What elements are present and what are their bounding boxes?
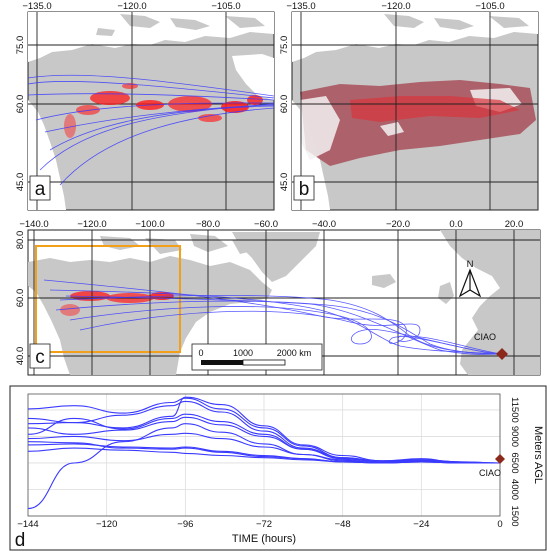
series-line-10	[27, 441, 500, 464]
panel-b-ocean	[292, 12, 538, 62]
north-arrow-icon: N	[458, 259, 482, 298]
panel-c-top-tick: −100.0	[135, 219, 164, 230]
panel-b-top-tick: −105.0	[475, 1, 504, 12]
panel-d-outer-frame	[9, 385, 547, 551]
panel-b-red-highlight	[350, 96, 520, 122]
y-tick-label: 4000	[509, 479, 520, 500]
scale-bar-white	[242, 359, 286, 366]
scale-bar-label: 0	[198, 348, 203, 358]
panel-a-ocean	[28, 12, 274, 62]
panel-a-label-box	[29, 175, 51, 201]
panel-c-label-box	[29, 343, 51, 369]
panel-c-left-ticks: 80.0 60.0 40.0	[15, 231, 26, 366]
panel-c-label: c	[35, 347, 45, 368]
panel-c-top-tick: −40.0	[312, 219, 336, 230]
y-tick-label: 11500	[509, 397, 520, 423]
panel-c-greenland	[232, 232, 320, 282]
y-tick-label: 9000	[509, 426, 520, 447]
panel-c-top-tick: −80.0	[196, 219, 220, 230]
panel-a-islands	[96, 14, 265, 36]
scale-bar-black	[201, 360, 243, 365]
panel-c-left-tick: 60.0	[15, 289, 26, 308]
panel-c-top-tick: −20.0	[386, 219, 410, 230]
panel-b-cloud	[300, 88, 522, 160]
series-line-9	[27, 400, 500, 464]
panel-c-top-tick: −120.0	[77, 219, 106, 230]
north-label: N	[467, 259, 474, 270]
panel-b-top-tick: −120.0	[381, 1, 410, 12]
panel-d-x-ticks: −144 −120 −96 −72 −48 −24 0	[17, 519, 502, 530]
panel-b-label: b	[299, 179, 310, 200]
panel-b-left-tick: 60.0	[279, 95, 290, 114]
panel-b-left-tick: 45.0	[279, 173, 290, 192]
panel-b: −135.0 −120.0 −105.0 75.0 60.0 45.0 b	[279, 1, 539, 211]
x-tick-label: −144	[17, 519, 38, 530]
panel-a-hudson	[232, 54, 274, 100]
panel-a-left-tick: 75.0	[15, 36, 26, 55]
x-tick-label: −96	[177, 519, 193, 530]
panel-a-left-ticks: 75.0 60.0 45.0	[15, 36, 26, 192]
panel-c-top-tick: −60.0	[254, 219, 278, 230]
scale-bar-label: 2000 km	[277, 348, 312, 358]
panel-d-series	[27, 396, 501, 510]
panel-a-label: a	[35, 179, 46, 200]
panel-c-uk	[438, 282, 454, 304]
panel-c-top-tick: −140.0	[19, 219, 48, 230]
scale-bar-bg	[191, 343, 323, 371]
x-tick-label: −72	[256, 519, 272, 530]
panel-d-label: d	[15, 530, 26, 551]
panel-a-top-ticks: −135.0 −120.0 −105.0	[22, 1, 240, 12]
panel-d-site-marker	[495, 454, 505, 464]
panel-b-top-tick: −135.0	[286, 1, 315, 12]
panel-a-top-tick: −120.0	[117, 1, 146, 12]
x-tick-label: −120	[96, 519, 117, 530]
x-tick-label: −48	[335, 519, 351, 530]
panel-c-trajectories	[43, 279, 503, 355]
panel-b-label-box	[293, 175, 315, 201]
series-line-8	[27, 447, 500, 464]
panel-b-islands	[384, 14, 529, 30]
panel-a-left-tick: 60.0	[15, 95, 26, 114]
panel-d-site-label: CIAO	[479, 468, 501, 478]
panel-a: −135.0 −120.0 −105.0 75.0 60.0 45.0 a	[15, 1, 275, 211]
panel-c-top-tick: 20.0	[505, 219, 524, 230]
x-tick-label: −24	[413, 519, 429, 530]
panel-d-y-axis-title: Meters AGL	[532, 426, 544, 484]
panel-d: −144 −120 −96 −72 −48 −24 0 1500 4000 6500 9000 11…	[9, 385, 547, 551]
panel-c-site-marker	[496, 348, 508, 360]
panel-d-x-axis-title: TIME (hours)	[232, 533, 296, 545]
panel-c-arctic-islands	[100, 234, 256, 254]
panel-a-left-tick: 45.0	[15, 173, 26, 192]
panel-b-left-ticks: 75.0 60.0 45.0	[279, 36, 290, 192]
series-line-3	[27, 396, 500, 464]
panel-c-iceland	[372, 274, 396, 288]
panel-c-site-label: CIAO	[474, 332, 496, 342]
y-tick-label: 6500	[509, 452, 520, 473]
panel-c: CIAO N 0 1000 2000 km −140.0 −120.0 −100…	[15, 219, 541, 376]
panel-c-europe	[440, 230, 540, 375]
panel-c-top-tick: 0.0	[449, 219, 462, 230]
scale-bar-label: 1000	[233, 348, 253, 358]
panel-c-left-tick: 40.0	[15, 347, 26, 366]
x-tick-label: 0	[497, 519, 502, 530]
panel-b-grid	[292, 12, 538, 210]
scale-bar: 0 1000 2000 km	[191, 343, 323, 371]
panel-b-top-ticks: −135.0 −120.0 −105.0	[286, 1, 504, 12]
y-tick-label: 1500	[509, 505, 520, 526]
panel-a-top-tick: −135.0	[22, 1, 51, 12]
panel-b-left-tick: 75.0	[279, 36, 290, 55]
panel-c-left-tick: 80.0	[15, 231, 26, 250]
panel-d-y-ticks: 1500 4000 6500 9000 11500	[509, 397, 520, 527]
panel-c-top-ticks: −140.0 −120.0 −100.0 −80.0 −60.0 −40.0 −…	[19, 219, 523, 230]
panel-a-top-tick: −105.0	[211, 1, 240, 12]
panel-a-trajectories	[27, 74, 275, 186]
